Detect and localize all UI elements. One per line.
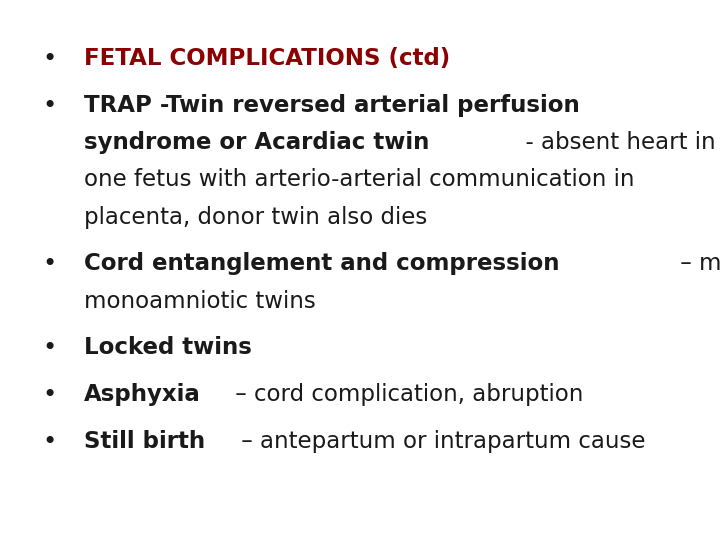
Text: Locked twins: Locked twins [84, 336, 251, 359]
Text: placenta, donor twin also dies: placenta, donor twin also dies [84, 206, 427, 229]
Text: •: • [42, 94, 56, 118]
Text: Asphyxia: Asphyxia [84, 383, 200, 406]
Text: – cord complication, abruption: – cord complication, abruption [228, 383, 583, 406]
Text: syndrome or Acardiac twin: syndrome or Acardiac twin [84, 131, 429, 154]
Text: - absent heart in: - absent heart in [511, 131, 716, 154]
Text: •: • [42, 47, 56, 71]
Text: •: • [42, 430, 56, 454]
Text: •: • [42, 336, 56, 360]
Text: TRAP -Twin reversed arterial perfusion: TRAP -Twin reversed arterial perfusion [84, 94, 580, 117]
Text: Cord entanglement and compression: Cord entanglement and compression [84, 252, 559, 275]
Text: – more in: – more in [672, 252, 720, 275]
Text: one fetus with arterio-arterial communication in: one fetus with arterio-arterial communic… [84, 168, 634, 191]
Text: Still birth: Still birth [84, 430, 204, 453]
Text: monoamniotic twins: monoamniotic twins [84, 289, 315, 313]
Text: •: • [42, 252, 56, 276]
Text: – antepartum or intrapartum cause: – antepartum or intrapartum cause [233, 430, 645, 453]
Text: •: • [42, 383, 56, 407]
Text: FETAL COMPLICATIONS (ctd): FETAL COMPLICATIONS (ctd) [84, 47, 450, 70]
